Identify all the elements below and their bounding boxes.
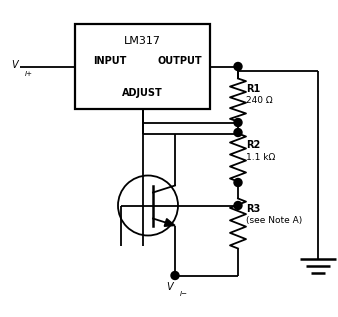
Text: (see Note A): (see Note A) bbox=[246, 216, 302, 225]
Text: V: V bbox=[166, 282, 173, 293]
Text: R2: R2 bbox=[246, 140, 260, 151]
Text: LM317: LM317 bbox=[124, 36, 161, 47]
Text: 240 Ω: 240 Ω bbox=[246, 96, 273, 105]
Circle shape bbox=[234, 128, 242, 137]
Circle shape bbox=[234, 178, 242, 186]
Text: R1: R1 bbox=[246, 83, 260, 94]
Circle shape bbox=[171, 271, 179, 280]
Circle shape bbox=[234, 119, 242, 126]
Text: 1.1 kΩ: 1.1 kΩ bbox=[246, 153, 275, 162]
Text: V: V bbox=[11, 61, 18, 70]
Text: I+: I+ bbox=[25, 70, 33, 76]
Text: INPUT: INPUT bbox=[93, 56, 127, 66]
Text: I−: I− bbox=[180, 292, 188, 297]
Text: R3: R3 bbox=[246, 204, 260, 214]
Polygon shape bbox=[164, 219, 175, 226]
Circle shape bbox=[234, 62, 242, 70]
FancyBboxPatch shape bbox=[75, 23, 210, 108]
Text: ADJUST: ADJUST bbox=[122, 88, 163, 99]
Circle shape bbox=[234, 202, 242, 210]
Text: OUTPUT: OUTPUT bbox=[158, 56, 202, 66]
